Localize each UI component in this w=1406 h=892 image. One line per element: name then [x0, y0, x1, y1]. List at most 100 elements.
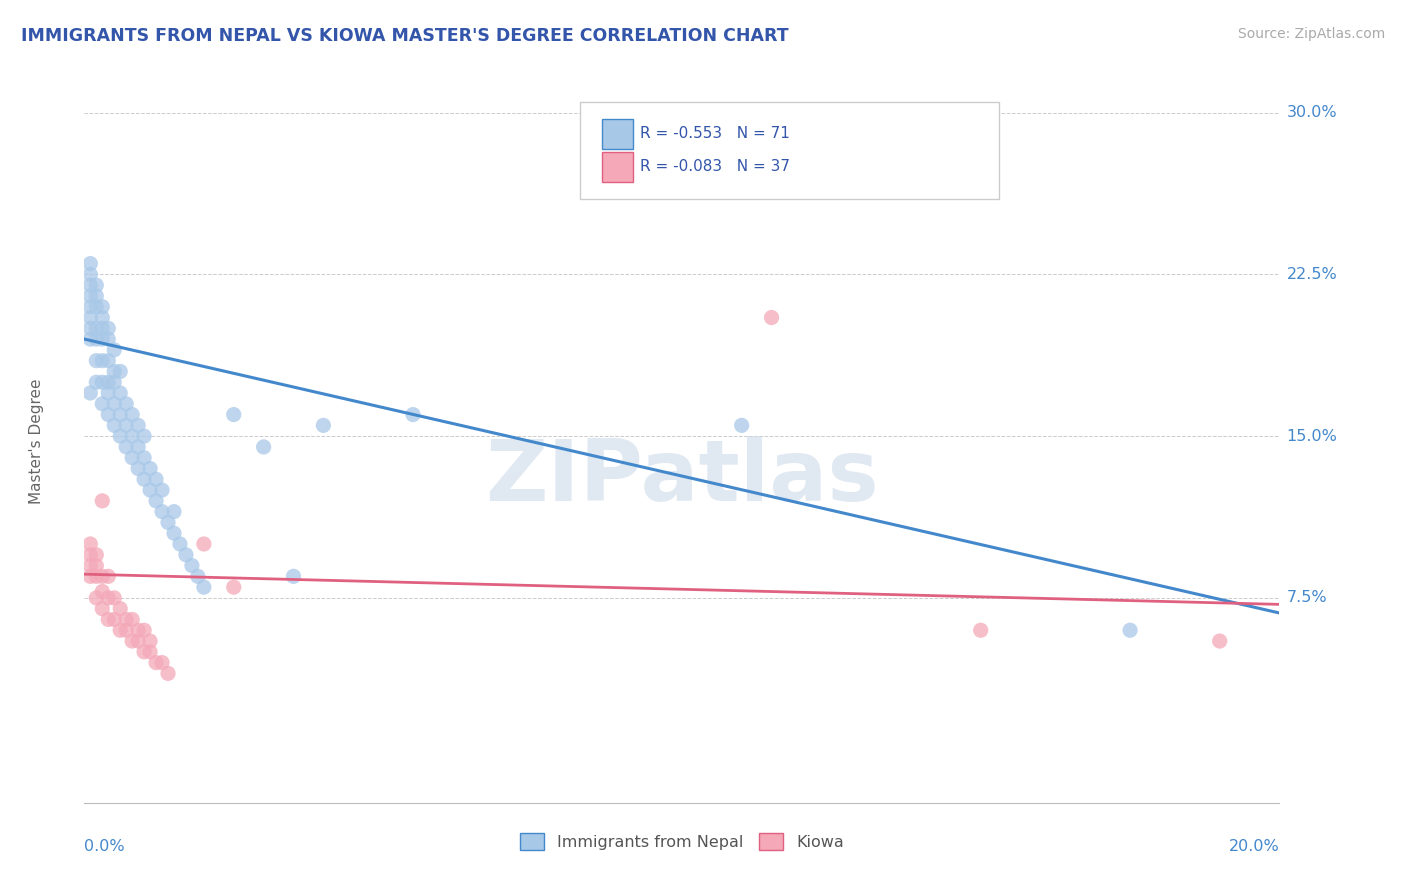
Point [163, 505, 186, 519]
Point [115, 612, 138, 626]
Point [97, 376, 120, 390]
Point [1119, 624, 1142, 638]
Text: Master's Degree: Master's Degree [30, 379, 44, 504]
Point [79, 257, 101, 271]
Point [132, 472, 156, 486]
Point [139, 634, 162, 648]
Point [402, 408, 425, 422]
Text: 7.5%: 7.5% [1286, 591, 1327, 606]
Point [86, 548, 108, 562]
Point [174, 548, 197, 562]
Point [127, 461, 149, 475]
Point [79, 310, 101, 325]
Point [79, 278, 101, 293]
Point [312, 418, 335, 433]
FancyBboxPatch shape [602, 119, 633, 149]
Point [91, 397, 114, 411]
Legend: Immigrants from Nepal, Kiowa: Immigrants from Nepal, Kiowa [513, 827, 851, 856]
Point [79, 332, 101, 346]
Point [157, 516, 180, 530]
Text: ZIPatlas: ZIPatlas [485, 436, 879, 519]
Point [110, 386, 132, 401]
Point [91, 376, 114, 390]
Point [121, 408, 143, 422]
Point [127, 440, 149, 454]
Point [79, 537, 101, 551]
Point [283, 569, 305, 583]
Point [169, 537, 191, 551]
Point [115, 440, 138, 454]
Text: R = -0.083   N = 37: R = -0.083 N = 37 [640, 160, 790, 175]
Point [222, 408, 245, 422]
Point [103, 364, 125, 378]
Point [139, 461, 162, 475]
Point [731, 418, 754, 433]
Point [115, 624, 138, 638]
Text: 20.0%: 20.0% [1229, 838, 1279, 854]
Point [97, 386, 120, 401]
Point [121, 450, 143, 465]
Point [132, 429, 156, 443]
Text: R = -0.553   N = 71: R = -0.553 N = 71 [640, 127, 790, 141]
Point [97, 408, 120, 422]
Point [222, 580, 245, 594]
Point [86, 321, 108, 335]
Text: 15.0%: 15.0% [1286, 429, 1337, 443]
Point [97, 612, 120, 626]
Point [121, 429, 143, 443]
Point [86, 376, 108, 390]
Point [253, 440, 276, 454]
Point [103, 397, 125, 411]
Point [110, 408, 132, 422]
Text: 30.0%: 30.0% [1286, 105, 1337, 120]
Point [97, 321, 120, 335]
Text: IMMIGRANTS FROM NEPAL VS KIOWA MASTER'S DEGREE CORRELATION CHART: IMMIGRANTS FROM NEPAL VS KIOWA MASTER'S … [21, 27, 789, 45]
Point [86, 591, 108, 605]
Point [150, 656, 173, 670]
Point [86, 558, 108, 573]
Point [132, 624, 156, 638]
Point [181, 558, 204, 573]
Text: 0.0%: 0.0% [84, 838, 125, 854]
Point [115, 397, 138, 411]
Point [110, 364, 132, 378]
Point [86, 289, 108, 303]
Point [121, 612, 143, 626]
Point [115, 418, 138, 433]
Point [97, 353, 120, 368]
Point [103, 612, 125, 626]
Point [127, 634, 149, 648]
Point [91, 584, 114, 599]
Point [150, 505, 173, 519]
Point [79, 558, 101, 573]
Point [103, 376, 125, 390]
Point [97, 332, 120, 346]
Point [79, 300, 101, 314]
Point [139, 645, 162, 659]
Point [157, 666, 180, 681]
Point [91, 493, 114, 508]
FancyBboxPatch shape [581, 102, 998, 200]
Point [86, 353, 108, 368]
Point [91, 353, 114, 368]
Point [193, 580, 215, 594]
Point [86, 569, 108, 583]
Point [132, 450, 156, 465]
Point [79, 569, 101, 583]
Point [150, 483, 173, 497]
Point [79, 289, 101, 303]
Point [103, 591, 125, 605]
Point [970, 624, 993, 638]
Point [97, 569, 120, 583]
Point [110, 429, 132, 443]
Point [127, 624, 149, 638]
Point [193, 537, 215, 551]
Point [91, 300, 114, 314]
Point [103, 418, 125, 433]
Point [145, 472, 167, 486]
Point [1209, 634, 1232, 648]
Point [91, 332, 114, 346]
Point [110, 624, 132, 638]
Point [121, 634, 143, 648]
Point [163, 526, 186, 541]
